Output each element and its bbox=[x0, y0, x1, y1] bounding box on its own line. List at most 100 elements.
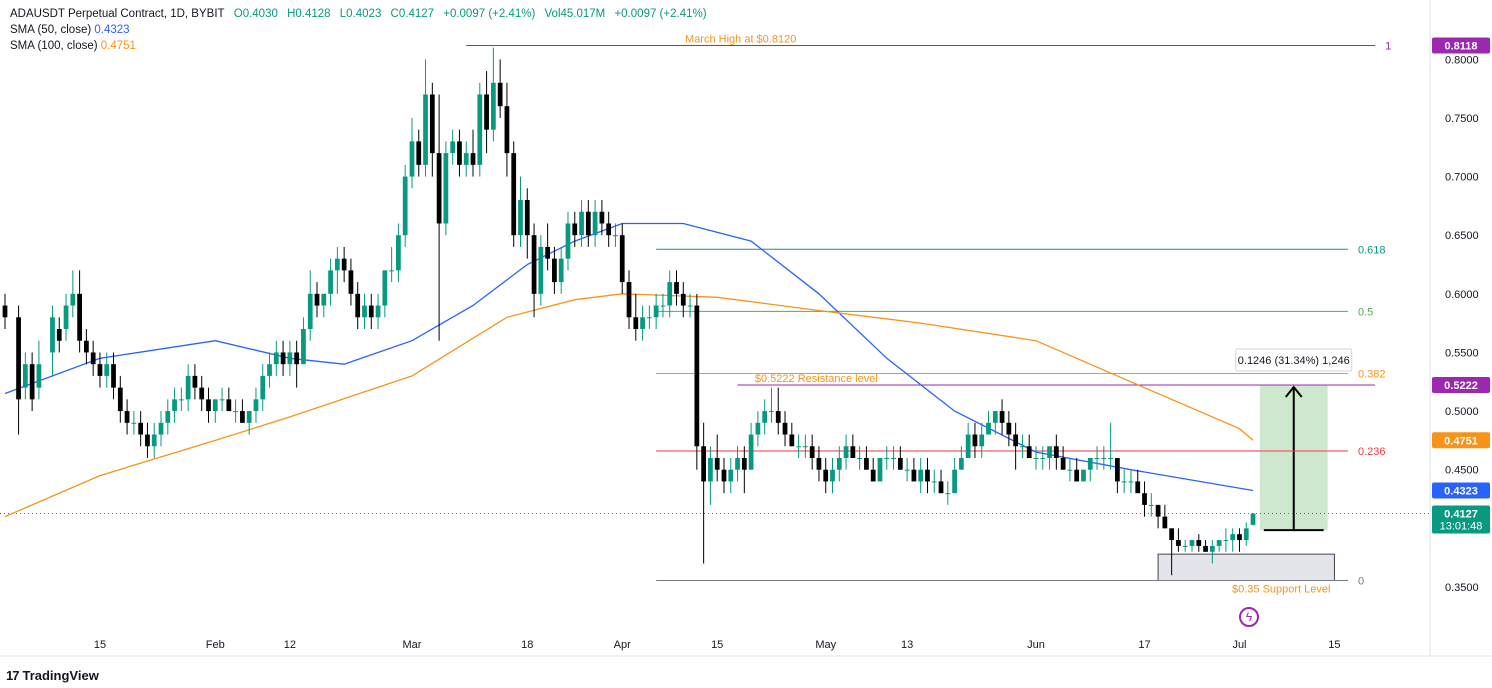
candle-body[interactable] bbox=[511, 153, 517, 236]
candle-body[interactable] bbox=[741, 457, 747, 470]
candle-body[interactable] bbox=[1033, 457, 1039, 459]
candle-body[interactable] bbox=[789, 434, 795, 447]
candle-body[interactable] bbox=[640, 317, 645, 329]
candle-body[interactable] bbox=[1142, 493, 1147, 505]
candle-body[interactable] bbox=[579, 211, 584, 236]
candle-body[interactable] bbox=[972, 434, 978, 447]
candle-body[interactable] bbox=[321, 293, 327, 306]
candle-body[interactable] bbox=[918, 469, 924, 482]
candle-body[interactable] bbox=[396, 235, 401, 271]
candle-body[interactable] bbox=[959, 457, 964, 470]
candle-body[interactable] bbox=[646, 317, 652, 319]
candle-body[interactable] bbox=[979, 434, 985, 447]
candle-body[interactable] bbox=[206, 399, 211, 412]
candle-body[interactable] bbox=[463, 153, 469, 165]
candle-body[interactable] bbox=[1047, 446, 1052, 458]
candle-body[interactable] bbox=[1135, 481, 1141, 494]
candle-body[interactable] bbox=[1148, 504, 1154, 506]
candle-body[interactable] bbox=[36, 364, 42, 388]
candle-body[interactable] bbox=[701, 446, 707, 482]
candle-body[interactable] bbox=[77, 293, 82, 341]
candle-body[interactable] bbox=[721, 469, 727, 482]
candle-body[interactable] bbox=[897, 457, 903, 470]
candle-body[interactable] bbox=[680, 293, 686, 306]
candle-body[interactable] bbox=[687, 305, 693, 307]
candle-body[interactable] bbox=[1121, 481, 1127, 483]
candle-body[interactable] bbox=[992, 411, 998, 423]
candle-body[interactable] bbox=[755, 422, 761, 435]
candle-body[interactable] bbox=[1081, 469, 1086, 482]
candle-body[interactable] bbox=[233, 411, 238, 413]
candle-body[interactable] bbox=[877, 457, 883, 482]
candle-body[interactable] bbox=[436, 153, 442, 224]
candle-body[interactable] bbox=[816, 457, 822, 470]
candle-body[interactable] bbox=[836, 457, 842, 470]
candle-body[interactable] bbox=[307, 293, 313, 329]
candle-body[interactable] bbox=[104, 364, 110, 376]
candle-body[interactable] bbox=[599, 211, 605, 224]
candle-body[interactable] bbox=[375, 305, 381, 318]
candle-body[interactable] bbox=[1250, 513, 1256, 525]
candle-body[interactable] bbox=[287, 352, 293, 365]
candle-body[interactable] bbox=[1101, 457, 1107, 459]
candle-body[interactable] bbox=[280, 352, 286, 365]
candle-body[interactable] bbox=[497, 82, 503, 107]
candle-body[interactable] bbox=[504, 106, 510, 154]
candle-body[interactable] bbox=[1203, 545, 1208, 552]
candle-body[interactable] bbox=[1196, 540, 1202, 546]
candle-body[interactable] bbox=[97, 364, 103, 376]
candle-body[interactable] bbox=[857, 457, 863, 459]
candle-body[interactable] bbox=[90, 352, 96, 365]
candle-body[interactable] bbox=[145, 434, 150, 447]
candle-body[interactable] bbox=[938, 481, 944, 494]
candle-body[interactable] bbox=[728, 469, 734, 482]
candle-body[interactable] bbox=[613, 235, 618, 237]
candle-body[interactable] bbox=[138, 422, 144, 435]
candle-body[interactable] bbox=[29, 364, 35, 400]
candle-body[interactable] bbox=[185, 375, 191, 400]
candle-body[interactable] bbox=[674, 282, 679, 294]
candle-body[interactable] bbox=[965, 434, 971, 458]
legend-sma100-row[interactable]: SMA (100, close) 0.4751 bbox=[10, 38, 713, 54]
candle-body[interactable] bbox=[545, 246, 551, 259]
candle-body[interactable] bbox=[782, 422, 788, 435]
candle-body[interactable] bbox=[531, 235, 537, 294]
candle-body[interactable] bbox=[904, 469, 910, 471]
candle-body[interactable] bbox=[16, 317, 21, 400]
candle-body[interactable] bbox=[1067, 469, 1073, 471]
candle-body[interactable] bbox=[443, 153, 449, 224]
candle-body[interactable] bbox=[226, 399, 232, 412]
candle-body[interactable] bbox=[775, 411, 781, 423]
candle-body[interactable] bbox=[1094, 457, 1100, 459]
candle-body[interactable] bbox=[429, 94, 435, 154]
candle-body[interactable] bbox=[22, 364, 28, 388]
candle-body[interactable] bbox=[294, 352, 300, 365]
candle-body[interactable] bbox=[172, 399, 177, 412]
candle-body[interactable] bbox=[151, 434, 157, 447]
candle-body[interactable] bbox=[558, 258, 564, 283]
candle-body[interactable] bbox=[158, 422, 164, 435]
candle-body[interactable] bbox=[409, 141, 415, 177]
candle-body[interactable] bbox=[199, 387, 205, 400]
candle-body[interactable] bbox=[117, 387, 123, 412]
candle-body[interactable] bbox=[572, 223, 578, 236]
candle-body[interactable] bbox=[416, 141, 422, 165]
candle-body[interactable] bbox=[131, 422, 137, 424]
candle-body[interactable] bbox=[1060, 457, 1066, 470]
candle-body[interactable] bbox=[565, 223, 571, 259]
candle-body[interactable] bbox=[111, 364, 116, 388]
candle-body[interactable] bbox=[362, 305, 367, 318]
tradingview-brand[interactable]: 17 TradingView bbox=[6, 668, 99, 683]
candle-body[interactable] bbox=[1026, 446, 1032, 458]
candle-body[interactable] bbox=[1155, 504, 1161, 517]
candle-body[interactable] bbox=[660, 305, 666, 307]
candle-body[interactable] bbox=[1006, 422, 1012, 435]
candle-body[interactable] bbox=[653, 305, 659, 318]
candle-body[interactable] bbox=[802, 446, 808, 448]
candle-body[interactable] bbox=[762, 411, 768, 423]
candle-body[interactable] bbox=[931, 481, 937, 483]
candle-body[interactable] bbox=[1087, 457, 1093, 470]
candle-body[interactable] bbox=[212, 399, 218, 412]
candle-body[interactable] bbox=[1053, 446, 1059, 458]
candle-body[interactable] bbox=[348, 270, 354, 294]
